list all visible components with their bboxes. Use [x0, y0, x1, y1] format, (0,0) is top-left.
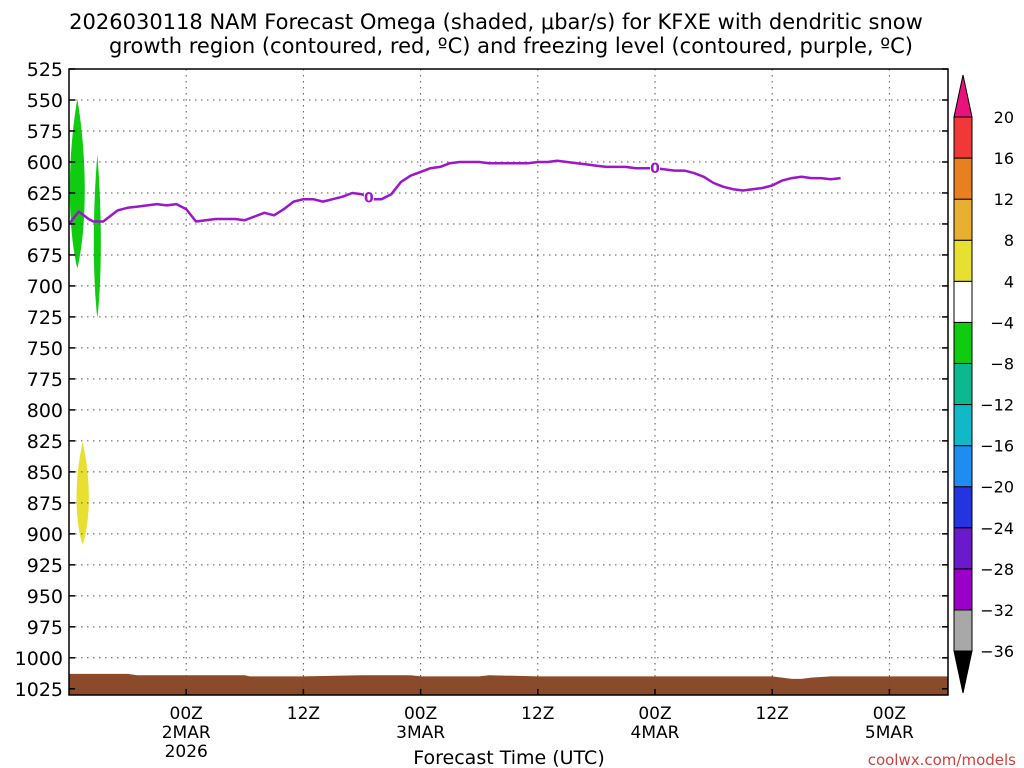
colorbar-label: −16	[980, 437, 1014, 456]
y-tick-label: 900	[27, 524, 63, 546]
contour-label-bg-1	[650, 161, 660, 176]
colorbar: −36 −32 −28 −24 −20 −16 −12 −8 −4 4 8 12 16 20	[953, 74, 1014, 694]
colorbar-bin	[953, 157, 973, 200]
x-tick-label: 00Z	[404, 704, 437, 724]
colorbar-label: −36	[980, 642, 1014, 661]
x-tick-label: 12Z	[756, 704, 789, 724]
omega-minus4-to-minus8-a	[69, 98, 85, 269]
y-tick-label: 800	[27, 400, 63, 422]
colorbar-label: −24	[980, 519, 1014, 538]
x-tick-label: 00Z	[638, 704, 671, 724]
y-tick-label: 975	[27, 617, 63, 639]
y-tick-label: 625	[27, 183, 63, 205]
colorbar-bin	[953, 239, 973, 282]
chart-title-line2: growth region (contoured, red, ºC) and f…	[109, 34, 913, 58]
y-tick-label: 550	[27, 90, 63, 112]
y-tick-label: 925	[27, 555, 63, 577]
colorbar-bin	[953, 362, 973, 406]
y-tick-label: 650	[27, 214, 63, 236]
x-tick-date: 2MAR	[162, 723, 211, 743]
y-tick-label: 725	[27, 307, 63, 329]
omega-minus4-to-minus8-b	[93, 154, 101, 319]
y-tick-label: 525	[27, 59, 63, 81]
colorbar-label: −28	[980, 560, 1014, 579]
omega-4-to-8	[76, 442, 89, 546]
freezing-contour-label: 0	[364, 191, 374, 207]
ground-fill	[69, 673, 948, 695]
y-tick-label: 675	[27, 245, 63, 267]
colorbar-label: −4	[990, 313, 1014, 332]
ground-surface	[69, 673, 948, 695]
colorbar-label: 16	[994, 149, 1014, 168]
y-tick-label: 600	[27, 152, 63, 174]
x-tick-date: 4MAR	[631, 723, 680, 743]
y-tick-label: 1000	[15, 648, 63, 670]
x-axis-title: Forecast Time (UTC)	[413, 747, 604, 768]
x-tick-label: 00Z	[873, 704, 906, 724]
colorbar-label: 8	[1004, 231, 1014, 250]
colorbar-bin	[953, 280, 973, 323]
colorbar-label: −12	[980, 396, 1014, 415]
y-tick-label: 575	[27, 121, 63, 143]
colorbar-label: −32	[980, 601, 1014, 620]
colorbar-label: 4	[1004, 272, 1014, 291]
y-tick-label: 950	[27, 586, 63, 608]
colorbar-under-triangle	[953, 650, 973, 694]
colorbar-bin	[953, 568, 973, 611]
y-tick-label: 825	[27, 431, 63, 453]
contour-label-bg-0	[363, 190, 374, 205]
freezing-level-layer: 00	[69, 159, 841, 225]
colorbar-bin	[953, 116, 973, 159]
colorbar-bin	[953, 445, 973, 488]
y-tick-label: 875	[27, 493, 63, 515]
chart-title-line1: 2026030118 NAM Forecast Omega (shaded, μ…	[69, 10, 923, 34]
colorbar-label: −20	[980, 478, 1014, 497]
x-tick-date: 5MAR	[865, 723, 914, 743]
colorbar-bin	[953, 609, 973, 652]
x-tick-label: 12Z	[521, 704, 554, 724]
x-tick-date: 3MAR	[396, 723, 445, 743]
x-tick-label: 00Z	[170, 704, 203, 724]
y-tick-label: 1025	[15, 679, 63, 701]
colorbar-over-triangle	[953, 74, 973, 118]
y-tick-label: 775	[27, 369, 63, 391]
y-tick-label: 850	[27, 462, 63, 484]
colorbar-bin	[953, 404, 973, 447]
freezing-level-line	[69, 159, 841, 225]
colorbar-bin	[953, 486, 973, 529]
y-tick-label: 750	[27, 338, 63, 360]
y-tick-label: 700	[27, 276, 63, 298]
colorbar-label: 12	[994, 190, 1014, 209]
y-axis: 525 550 575 600 625 650 675 700 725 750 775 800 825 8…	[15, 59, 948, 701]
x-tick-year: 2026	[165, 742, 208, 762]
x-tick-label: 12Z	[287, 704, 320, 724]
plot-frame	[68, 68, 949, 696]
colorbar-bin	[953, 527, 973, 570]
colorbar-bin	[953, 198, 973, 241]
credit-text: coolwx.com/models	[868, 751, 1016, 768]
omega-shading	[69, 98, 101, 546]
colorbar-label: 20	[994, 108, 1014, 127]
colorbar-label: −8	[990, 354, 1014, 373]
freezing-contour-label: 0	[650, 161, 660, 177]
gridlines	[69, 69, 948, 695]
colorbar-bin	[953, 321, 973, 364]
